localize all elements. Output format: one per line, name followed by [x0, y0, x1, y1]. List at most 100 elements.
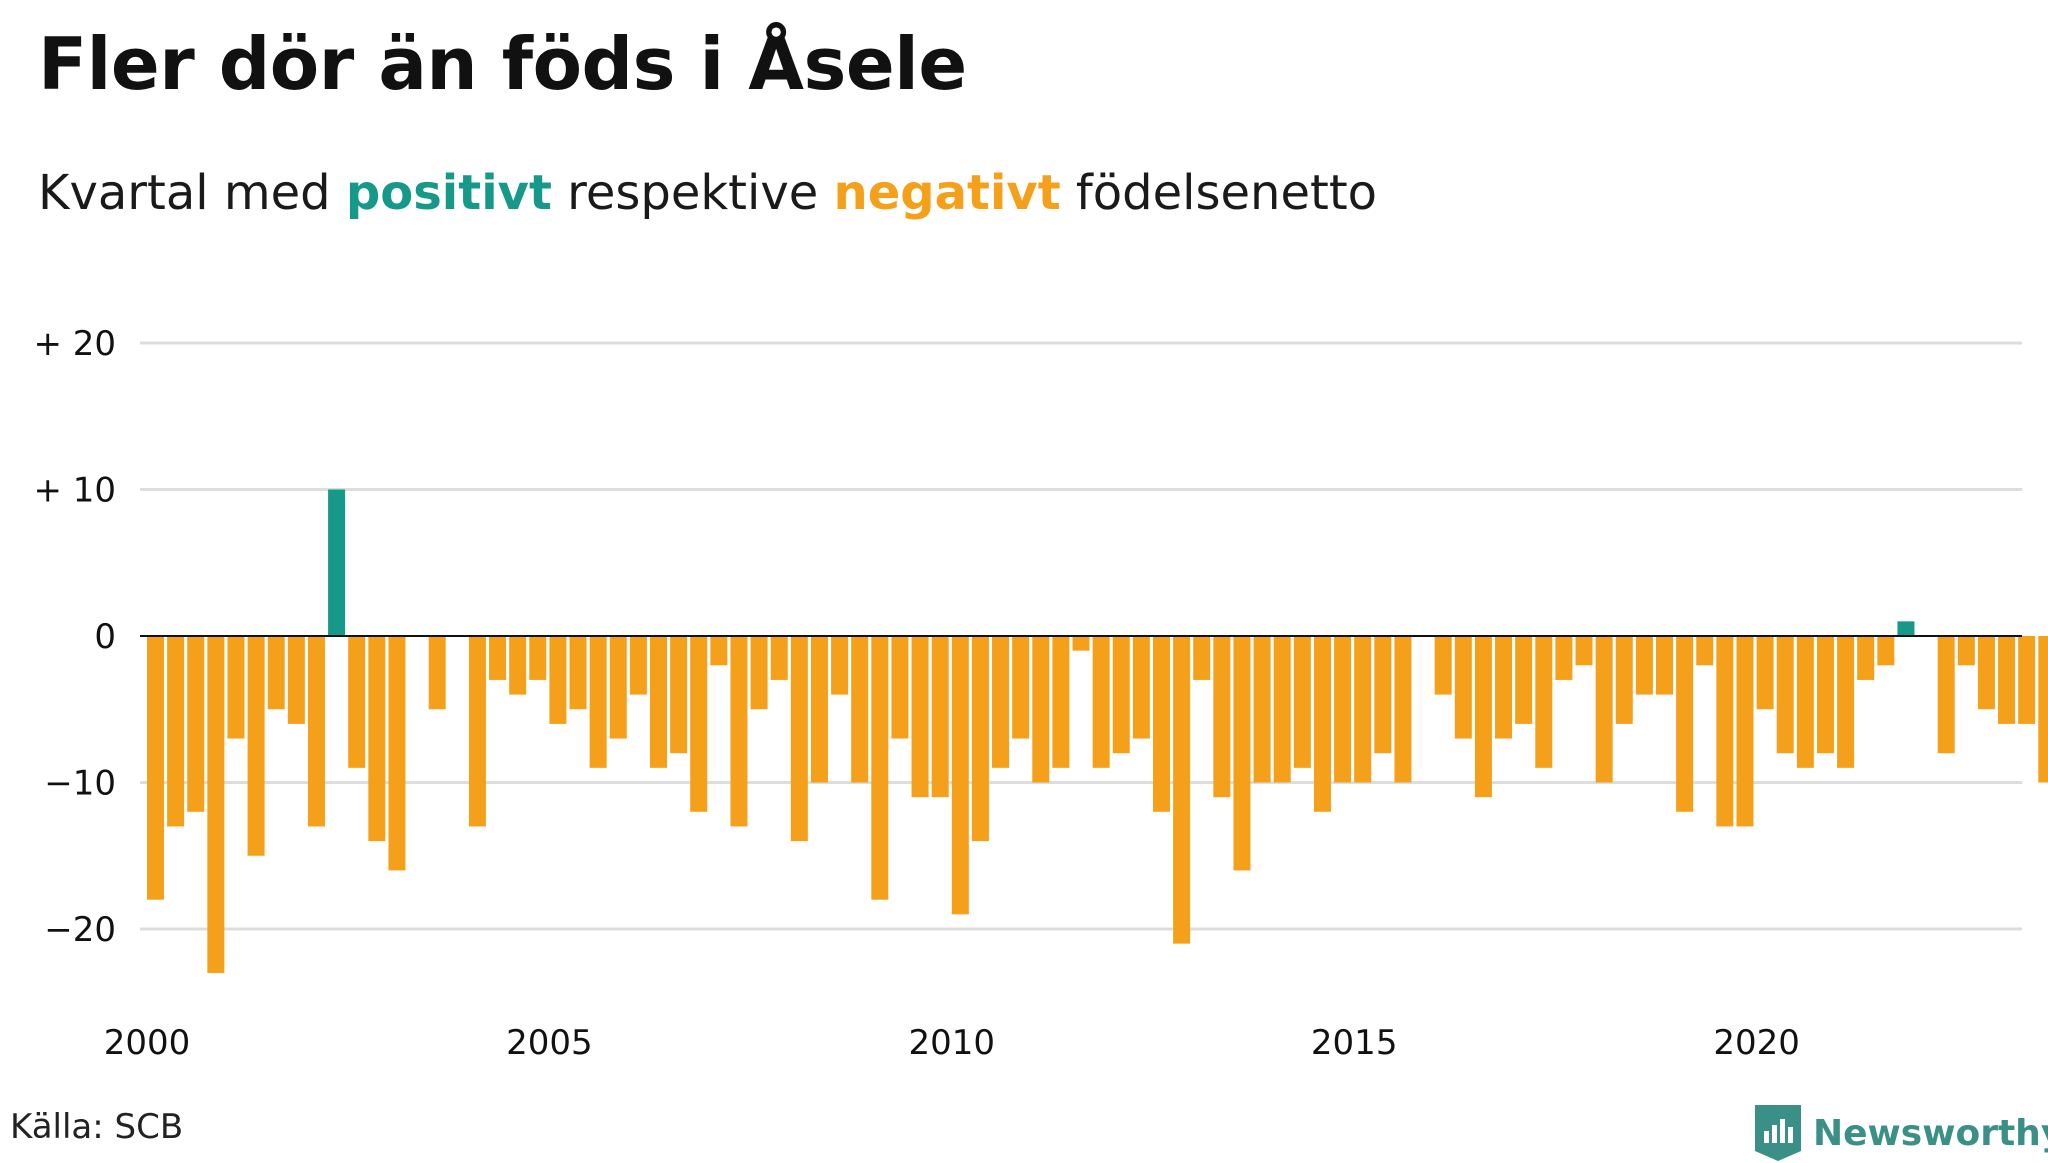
bar: [1132, 636, 1150, 739]
bar: [1474, 636, 1492, 798]
bar: [348, 636, 366, 768]
bar: [1072, 636, 1090, 651]
bar: [1656, 636, 1673, 695]
bar: [227, 636, 245, 739]
bar: [992, 636, 1010, 768]
chart-subtitle: Kvartal med positivt respektive negativt…: [38, 165, 1377, 221]
subtitle-suffix: födelsenetto: [1075, 165, 1378, 221]
bar: [368, 636, 386, 842]
bar: [710, 636, 728, 666]
bar: [609, 636, 627, 739]
newsworthy-logo-icon: [1755, 1105, 1801, 1161]
bar: [1293, 636, 1311, 768]
bar: [730, 636, 748, 827]
bar: [1193, 636, 1211, 680]
bar: [951, 636, 969, 915]
bar: [1495, 636, 1513, 739]
subtitle-positive-word: positivt: [345, 165, 552, 221]
bar: [1736, 636, 1754, 827]
subtitle-prefix: Kvartal med: [38, 165, 331, 221]
bar: [629, 636, 647, 695]
bar: [1635, 636, 1653, 695]
bar: [2018, 636, 2036, 724]
bar: [1515, 636, 1533, 724]
bar: [468, 636, 486, 827]
chart-title: Fler dör än föds i Åsele: [38, 22, 967, 106]
bar: [1213, 636, 1231, 798]
x-tick-label: 2020: [1713, 1023, 1800, 1063]
bar: [1897, 621, 1915, 636]
bar: [1575, 636, 1593, 666]
bar: [1555, 636, 1573, 680]
bar: [1374, 636, 1392, 754]
bar: [851, 636, 869, 783]
bar: [529, 636, 547, 680]
bar: [1535, 636, 1553, 768]
bar: [207, 636, 225, 973]
grid-lines: [140, 341, 2022, 931]
bar: [267, 636, 285, 710]
bar: [1595, 636, 1613, 783]
bar: [891, 636, 909, 739]
bar: [1454, 636, 1472, 739]
bar: [2038, 636, 2048, 783]
bar: [1394, 636, 1412, 783]
bar: [428, 636, 446, 710]
bar: [1032, 636, 1050, 783]
bar: [1112, 636, 1130, 754]
x-tick-label: 2015: [1311, 1023, 1398, 1063]
bar: [790, 636, 808, 842]
y-tick-label: + 20: [33, 324, 116, 364]
bar: [147, 636, 164, 900]
y-tick-labels: + 20 + 10 0 −10 −20: [33, 324, 116, 950]
bar: [1434, 636, 1452, 695]
bar: [1313, 636, 1331, 812]
bar: [1696, 636, 1714, 666]
bar: [750, 636, 768, 710]
bar: [1173, 636, 1191, 944]
bar: [1092, 636, 1110, 768]
bar: [1796, 636, 1814, 768]
bar: [1012, 636, 1030, 739]
bar: [1052, 636, 1070, 768]
bar: [167, 636, 185, 827]
bar: [911, 636, 929, 798]
bar: [1756, 636, 1774, 710]
brand-name: Newsworthy: [1813, 1112, 2048, 1154]
x-tick-label: 2000: [104, 1023, 191, 1063]
x-tick-labels: 2000 2005 2010 2015 2020: [104, 1023, 1800, 1063]
bar: [549, 636, 567, 724]
bar: [1334, 636, 1352, 783]
bar: [1233, 636, 1251, 871]
bar: [1676, 636, 1694, 812]
bar: [1253, 636, 1271, 783]
bar: [690, 636, 708, 812]
bar: [931, 636, 949, 798]
subtitle-negative-word: negativt: [833, 165, 1061, 221]
bar: [971, 636, 989, 842]
bar: [328, 489, 346, 636]
bar: [670, 636, 688, 754]
y-tick-label: −20: [44, 910, 116, 950]
bar: [1615, 636, 1633, 724]
bar: [1937, 636, 1955, 754]
bar: [1273, 636, 1291, 783]
bar: [1716, 636, 1734, 827]
bar: [1837, 636, 1855, 768]
bar: [1977, 636, 1995, 710]
bar: [489, 636, 507, 680]
brand-logo: Newsworthy: [1755, 1103, 2048, 1163]
bar: [810, 636, 828, 783]
bar: [1776, 636, 1794, 754]
source-note: Källa: SCB: [10, 1107, 184, 1147]
x-tick-label: 2005: [506, 1023, 593, 1063]
bar: [307, 636, 325, 827]
bar: [871, 636, 889, 900]
bar: [1816, 636, 1834, 754]
bar: [1857, 636, 1875, 680]
subtitle-middle: respektive: [567, 165, 819, 221]
bar: [1354, 636, 1372, 783]
bar-chart: + 20 + 10 0 −10 −20 2000 2005 2010 2015 2020: [33, 324, 2048, 1063]
bar: [650, 636, 667, 768]
bar: [247, 636, 265, 856]
